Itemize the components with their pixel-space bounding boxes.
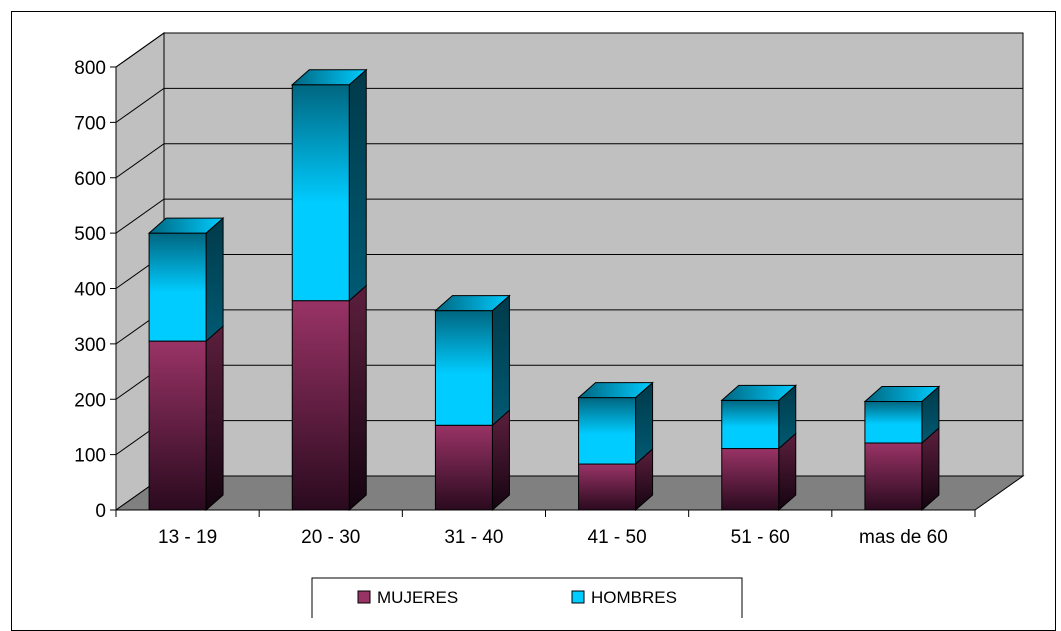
x-category-label: 41 - 50 xyxy=(588,527,647,548)
bars xyxy=(147,68,941,512)
bar-side xyxy=(205,324,224,512)
y-tick-label: 800 xyxy=(74,58,106,79)
bar-side xyxy=(348,68,367,302)
y-tick-label: 300 xyxy=(74,335,106,356)
bar-side xyxy=(348,284,367,512)
bar-front xyxy=(864,442,923,511)
x-category-label: 13 - 19 xyxy=(158,527,217,548)
bar-side xyxy=(491,409,510,512)
legend-label-mujeres: MUJERES xyxy=(377,588,458,607)
x-axis-categories: 13 - 19 20 - 30 31 - 40 41 - 50 51 - 60 mas d… xyxy=(115,510,976,548)
bar-mujeres-1 xyxy=(291,284,367,512)
legend-label-hombres: HOMBRES xyxy=(591,588,677,607)
bar-hombres-3 xyxy=(577,381,654,466)
bar-hombres-5 xyxy=(863,385,941,445)
bar-side xyxy=(205,217,224,343)
bar-front xyxy=(864,400,923,444)
gridline xyxy=(115,198,1023,234)
legend-swatch-mujeres xyxy=(357,590,371,604)
bar-top xyxy=(863,385,941,402)
y-axis-ticks: 0 100 200 300 400 500 600 700 800 xyxy=(74,58,116,522)
y-tick-label: 0 xyxy=(95,501,106,522)
y-tick-label: 200 xyxy=(74,390,106,411)
legend-box xyxy=(311,577,743,618)
bar-front xyxy=(148,232,207,342)
y-tick-label: 600 xyxy=(74,169,106,190)
bar-front xyxy=(434,310,493,426)
y-tick-label: 400 xyxy=(74,280,106,301)
bar-side xyxy=(491,294,510,427)
bar-front xyxy=(578,397,637,465)
bar-front xyxy=(721,448,780,511)
bar-front xyxy=(578,463,637,511)
bar-front xyxy=(291,84,350,302)
gridline xyxy=(115,87,1023,123)
bar-top xyxy=(290,69,368,86)
bar-mujeres-5 xyxy=(864,426,940,512)
y-tick-label: 100 xyxy=(74,446,106,467)
bar-hombres-0 xyxy=(147,217,225,343)
legend-swatch-hombres xyxy=(571,590,585,604)
bar-mujeres-0 xyxy=(148,324,224,512)
bar-hombres-1 xyxy=(290,68,368,302)
x-category-label: 20 - 30 xyxy=(301,527,360,548)
gridline xyxy=(115,143,1023,179)
bar-front xyxy=(721,399,780,450)
x-category-label: mas de 60 xyxy=(859,527,948,548)
bar-front xyxy=(434,424,493,511)
bar-hombres-4 xyxy=(720,384,798,450)
bar-front xyxy=(291,300,350,511)
x-category-label: 51 - 60 xyxy=(731,527,790,548)
gridline xyxy=(115,32,1023,68)
legend: MUJERES HOMBRES xyxy=(311,577,743,618)
bar-front xyxy=(148,340,207,511)
y-tick-label: 700 xyxy=(74,113,106,134)
bar-hombres-2 xyxy=(434,294,511,427)
stacked-bar-chart: 0 100 200 300 400 500 600 700 800 13 - 19 20 - 30… xyxy=(74,32,1025,618)
x-category-label: 31 - 40 xyxy=(444,527,503,548)
bar-top xyxy=(434,295,511,312)
y-tick-label: 500 xyxy=(74,224,106,245)
bar-top xyxy=(720,384,798,401)
bar-top xyxy=(147,217,225,234)
bar-mujeres-4 xyxy=(721,432,797,512)
bar-top xyxy=(577,382,654,399)
